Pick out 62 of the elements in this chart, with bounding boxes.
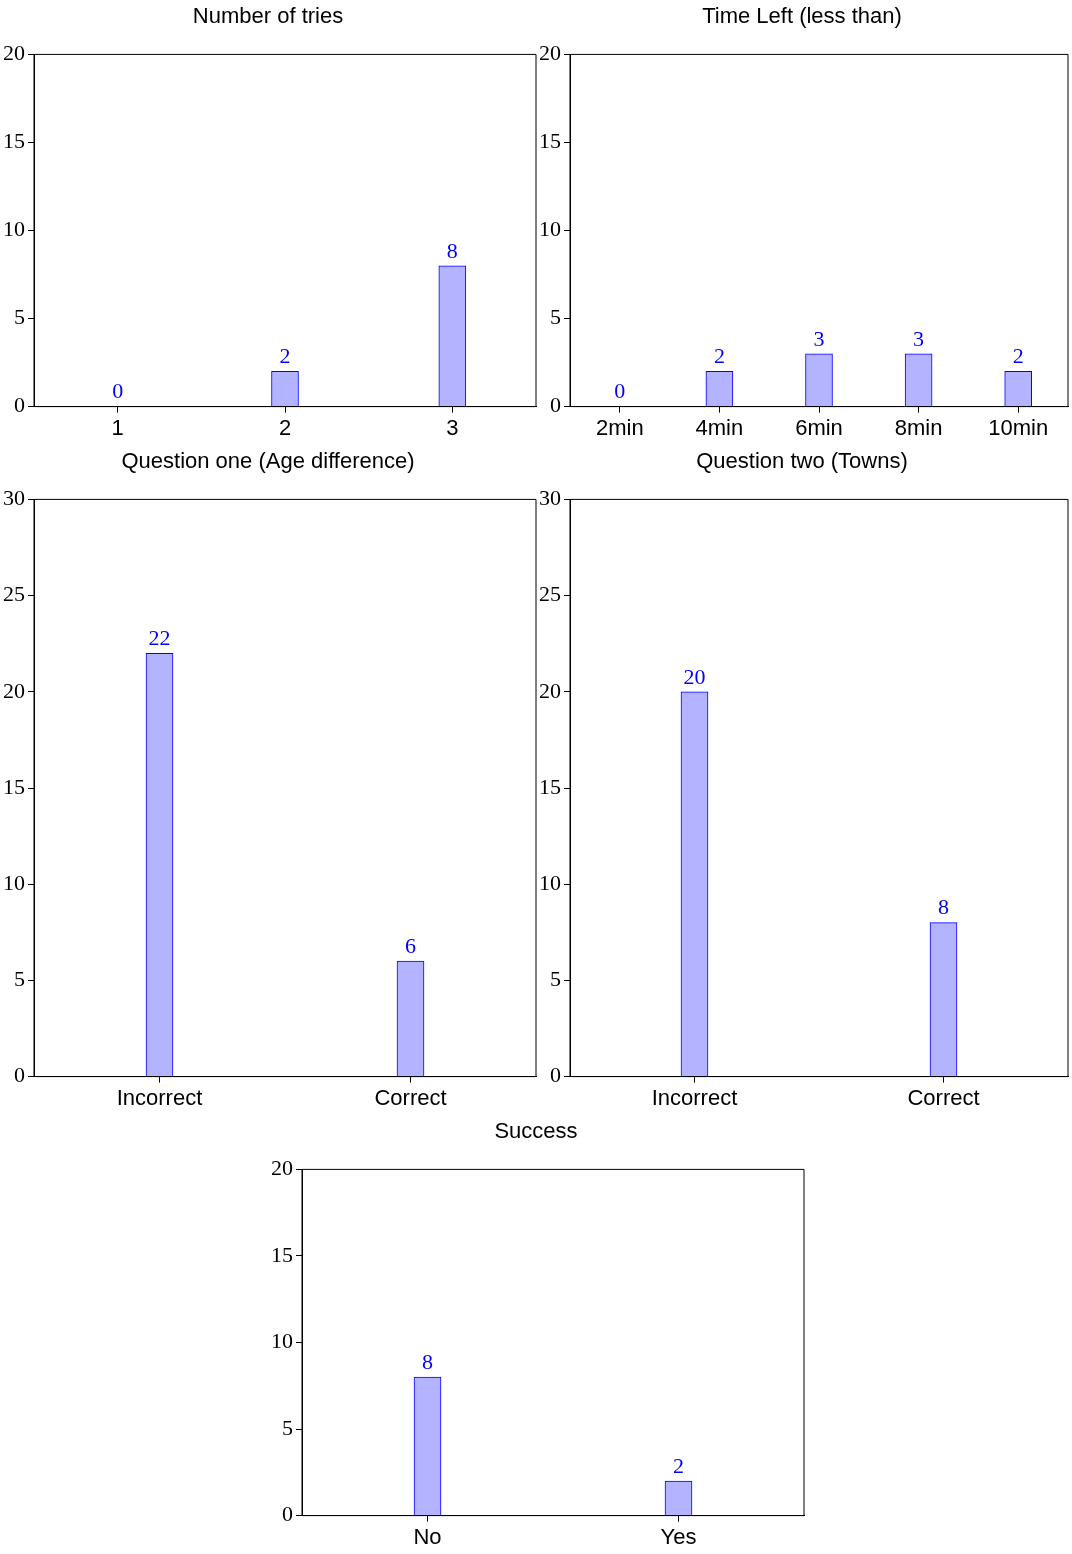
y-tick-label: 20: [539, 40, 561, 66]
x-tick-label: Incorrect: [116, 1084, 203, 1110]
y-tick-label: 10: [3, 216, 25, 242]
data-label: 8: [422, 1348, 433, 1374]
data-label: 0: [112, 378, 124, 404]
y-tick-label: 30: [3, 485, 25, 511]
y-tick-label: 10: [271, 1328, 293, 1354]
data-label: 20: [683, 663, 706, 689]
x-tick-label: No: [413, 1523, 442, 1549]
y-tick-label: 0: [14, 392, 25, 418]
y-tick-label: 10: [539, 869, 561, 895]
y-tick-label: 5: [282, 1414, 293, 1440]
y-tick-label: 0: [282, 1501, 293, 1527]
data-label: 2: [673, 1452, 684, 1478]
x-tick-label: Yes: [660, 1523, 697, 1549]
y-tick-label: 5: [14, 304, 25, 330]
y-tick-label: 0: [550, 392, 561, 418]
data-label: 3: [913, 325, 925, 351]
y-tick-label: 25: [3, 581, 25, 607]
y-tick-label: 20: [3, 40, 25, 66]
data-label: 0: [614, 378, 626, 404]
y-tick-label: 0: [550, 1062, 561, 1088]
y-tick-label: 20: [271, 1155, 293, 1181]
x-tick-label: Correct: [907, 1084, 980, 1110]
data-label: 8: [938, 894, 949, 920]
chart-title: Success: [494, 1118, 578, 1144]
y-tick-label: 10: [3, 869, 25, 895]
y-tick-label: 0: [14, 1062, 25, 1088]
y-tick-label: 5: [550, 966, 561, 992]
x-tick-label: 10min: [988, 414, 1049, 440]
data-label: 8: [446, 237, 458, 263]
data-label: 6: [405, 932, 416, 958]
x-tick-label: 8min: [894, 414, 943, 440]
data-label: 22: [148, 625, 171, 651]
y-tick-label: 25: [539, 581, 561, 607]
y-tick-label: 15: [3, 128, 25, 154]
x-tick-label: 6min: [795, 414, 843, 440]
chart-title: Number of tries: [192, 3, 344, 29]
data-label: 3: [813, 325, 825, 351]
data-label: 2: [279, 343, 291, 369]
chart-title: Time Left (less than): [702, 3, 902, 29]
x-tick-label: 4min: [695, 414, 744, 440]
x-tick-label: Incorrect: [651, 1084, 738, 1110]
x-tick-label: Correct: [374, 1084, 447, 1110]
y-tick-label: 15: [539, 773, 561, 799]
y-tick-label: 15: [539, 128, 561, 154]
y-tick-label: 10: [539, 216, 561, 242]
y-tick-label: 15: [271, 1241, 293, 1267]
y-tick-label: 5: [14, 966, 25, 992]
data-label: 2: [1012, 343, 1024, 369]
y-tick-label: 15: [3, 773, 25, 799]
y-tick-label: 20: [539, 677, 561, 703]
chart-title: Question one (Age difference): [121, 448, 415, 474]
x-tick-label: 2: [278, 414, 292, 440]
x-tick-label: 1: [111, 414, 124, 440]
x-tick-label: 3: [446, 414, 459, 440]
data-label: 2: [713, 343, 725, 369]
chart-title: Question two (Towns): [696, 448, 908, 474]
y-tick-label: 5: [550, 304, 561, 330]
y-tick-label: 20: [3, 677, 25, 703]
x-tick-label: 2min: [595, 414, 644, 440]
y-tick-label: 30: [539, 485, 561, 511]
